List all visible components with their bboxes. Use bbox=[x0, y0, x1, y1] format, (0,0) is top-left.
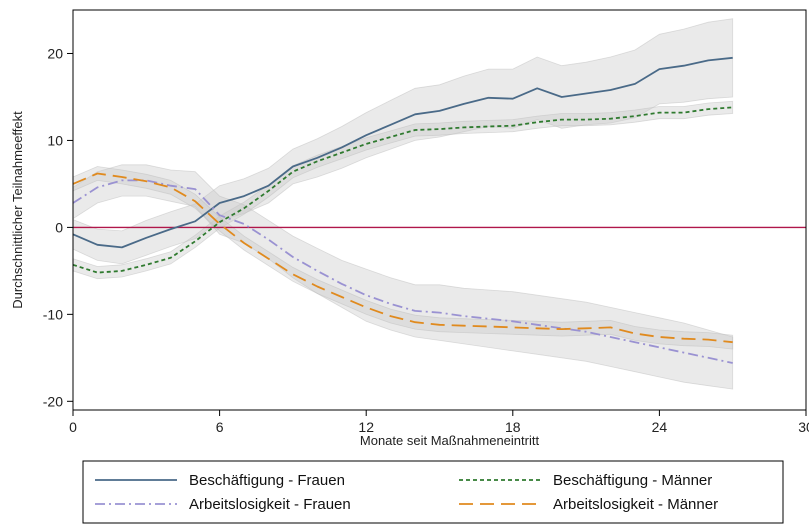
y-tick-label: -10 bbox=[43, 306, 63, 322]
series-line-arbeitslosigkeit-maenner bbox=[72, 172, 733, 344]
y-tick-label: -20 bbox=[43, 393, 63, 409]
x-axis-title: Monate seit Maßnahmeneintritt bbox=[360, 433, 540, 448]
legend-label-arbeitslosigkeit-maenner: Arbeitslosigkeit - Männer bbox=[553, 496, 718, 513]
legend-label-beschaeftigung-frauen: Beschäftigung - Frauen bbox=[189, 472, 345, 489]
ci-band-arbeitslosigkeit-frauen bbox=[72, 164, 734, 390]
y-tick-label: 10 bbox=[47, 132, 63, 148]
x-tick-label: 24 bbox=[652, 419, 668, 435]
legend-label-beschaeftigung-maenner: Beschäftigung - Männer bbox=[553, 472, 712, 489]
ci-band-beschaeftigung-maenner bbox=[72, 100, 734, 280]
series-lines bbox=[72, 56, 733, 364]
legend-label-arbeitslosigkeit-frauen: Arbeitslosigkeit - Frauen bbox=[189, 496, 351, 513]
series-line-beschaeftigung-frauen bbox=[72, 56, 733, 249]
axes: 0 6 12 18 24 30 -20 -10 0 10 20 bbox=[43, 45, 809, 435]
y-axis-title: Durchschnittlicher Teilnahmeeffekt bbox=[10, 111, 25, 309]
x-tick-label: 12 bbox=[358, 419, 374, 435]
y-tick-label: 20 bbox=[47, 45, 63, 61]
x-tick-label: 0 bbox=[69, 419, 77, 435]
x-tick-label: 30 bbox=[798, 419, 809, 435]
x-tick-label: 18 bbox=[505, 419, 521, 435]
plot-frame bbox=[72, 9, 807, 411]
plot-area-frame bbox=[72, 9, 807, 411]
confidence-bands bbox=[72, 18, 734, 390]
y-tick-label: 0 bbox=[55, 219, 63, 235]
series-line-beschaeftigung-maenner bbox=[72, 106, 733, 274]
legend-box bbox=[82, 460, 784, 524]
legend: Beschäftigung - Frauen Beschäftigung - Mä… bbox=[82, 460, 784, 524]
x-tick-label: 6 bbox=[216, 419, 224, 435]
ci-band-arbeitslosigkeit-maenner bbox=[72, 166, 734, 350]
